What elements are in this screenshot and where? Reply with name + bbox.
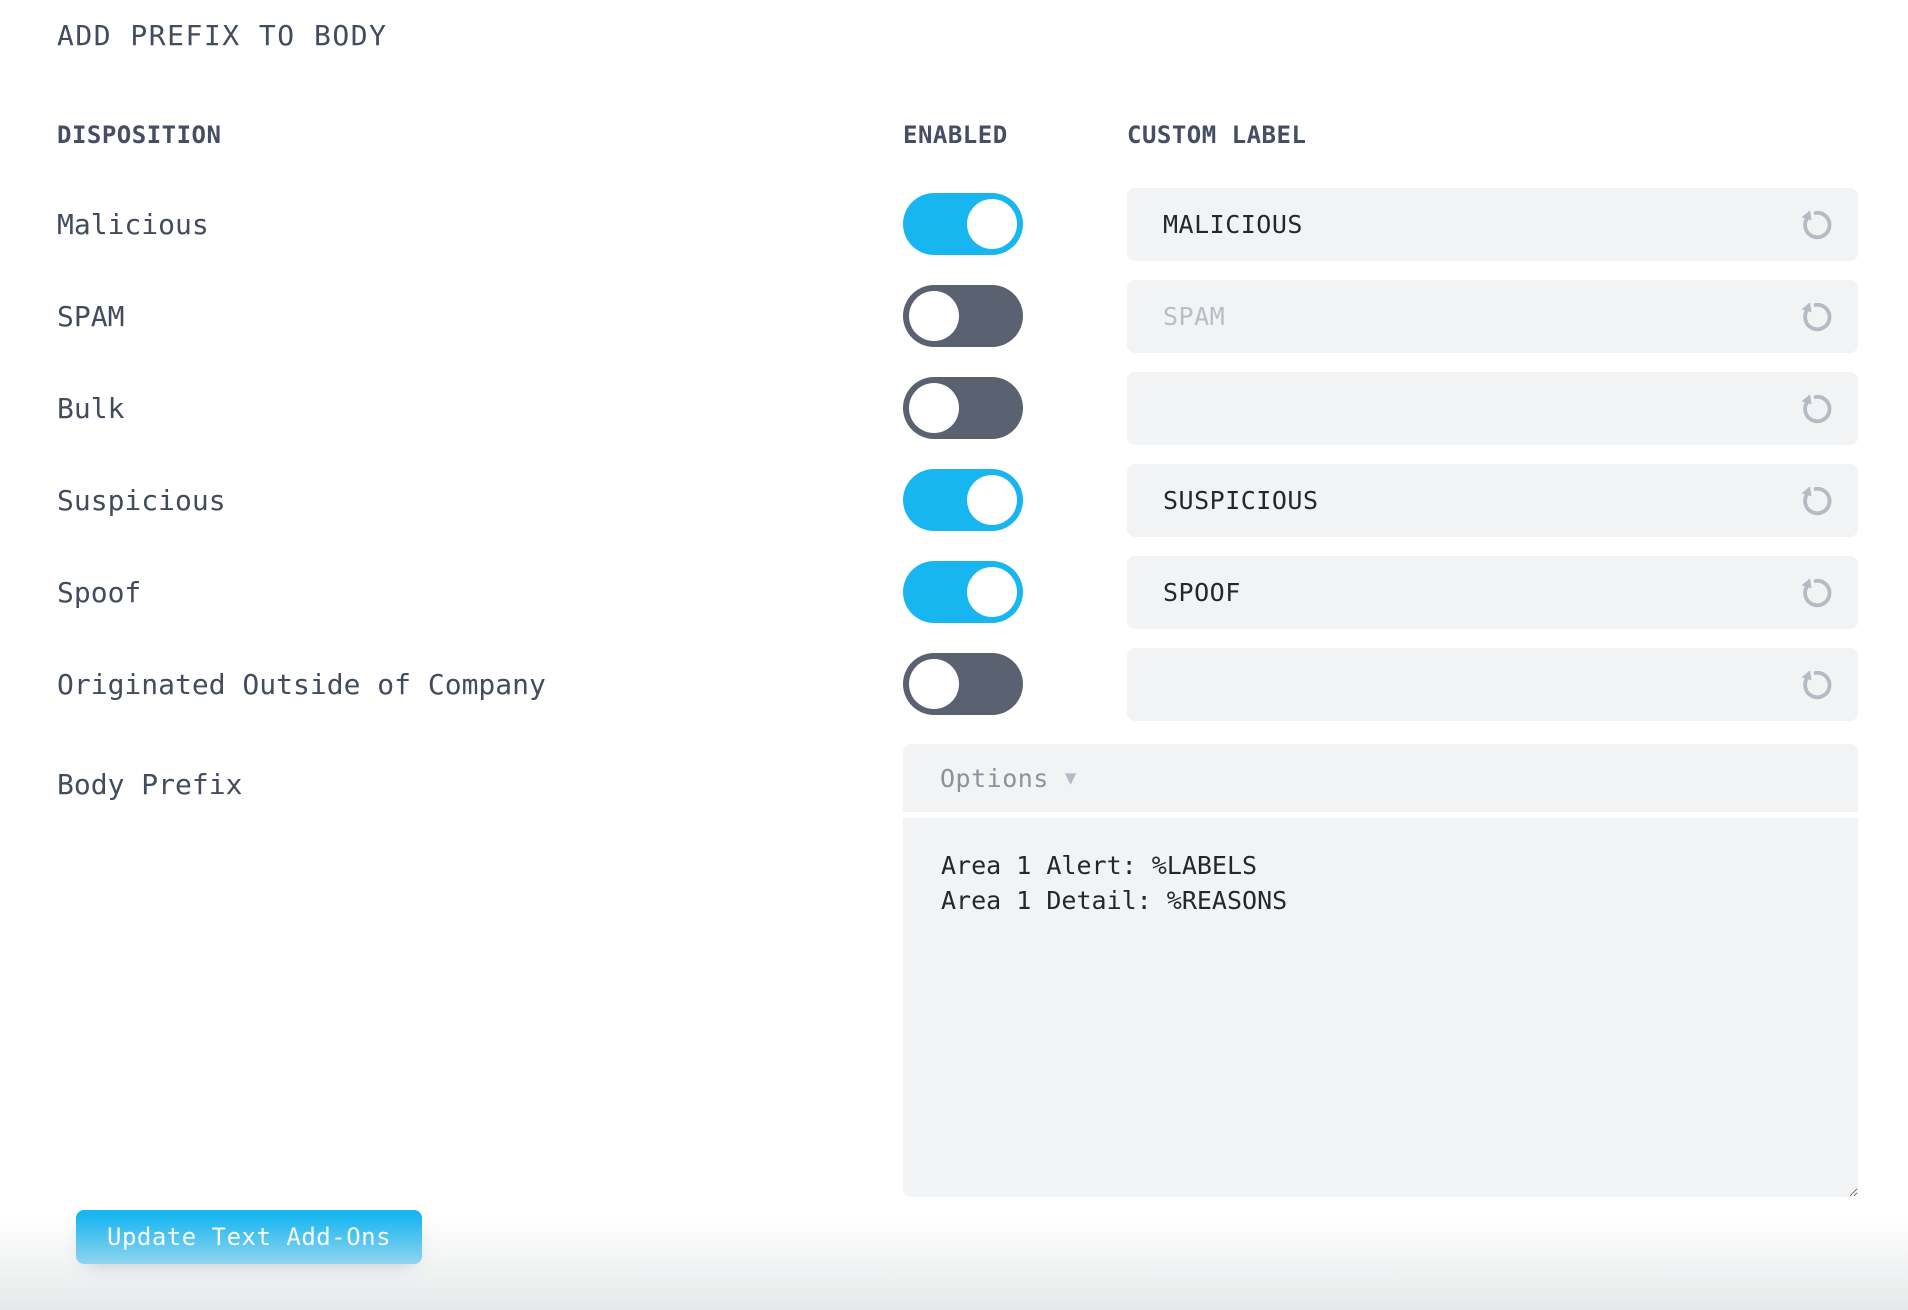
table-header-row: DISPOSITION ENABLED CUSTOM LABEL xyxy=(57,120,1858,178)
options-dropdown-label: Options xyxy=(940,763,1049,793)
reset-icon xyxy=(1801,302,1832,332)
options-dropdown[interactable]: Options ▼ xyxy=(903,744,1858,812)
custom-label-field xyxy=(1127,647,1858,721)
enabled-toggle-bulk[interactable] xyxy=(903,377,1023,439)
reset-icon xyxy=(1801,210,1832,240)
body-prefix-editor: Options ▼ Area 1 Alert: %LABELS Area 1 D… xyxy=(903,744,1858,1197)
enabled-toggle-suspicious[interactable] xyxy=(903,469,1023,531)
custom-label-field xyxy=(1127,279,1858,353)
disposition-table: DISPOSITION ENABLED CUSTOM LABEL Malicio… xyxy=(57,120,1858,1197)
table-row-bulk: Bulk xyxy=(57,362,1858,454)
column-header-enabled: ENABLED xyxy=(903,121,1008,149)
reset-icon xyxy=(1801,578,1832,608)
custom-label-field xyxy=(1127,187,1858,261)
disposition-label: SPAM xyxy=(57,299,125,333)
reset-button[interactable] xyxy=(1794,570,1838,614)
table-row-originated-outside: Originated Outside of Company xyxy=(57,638,1858,730)
reset-button[interactable] xyxy=(1794,662,1838,706)
enabled-toggle-spoof[interactable] xyxy=(903,561,1023,623)
body-prefix-row: Body Prefix Options ▼ Area 1 Alert: %LAB… xyxy=(57,744,1858,1197)
reset-button[interactable] xyxy=(1794,202,1838,246)
reset-button[interactable] xyxy=(1794,386,1838,430)
custom-label-input-suspicious[interactable] xyxy=(1127,463,1858,537)
disposition-label: Suspicious xyxy=(57,483,226,517)
reset-icon xyxy=(1801,670,1832,700)
reset-button[interactable] xyxy=(1794,294,1838,338)
enabled-toggle-malicious[interactable] xyxy=(903,193,1023,255)
disposition-label: Spoof xyxy=(57,575,142,609)
column-header-custom-label: CUSTOM LABEL xyxy=(1127,121,1307,149)
custom-label-field xyxy=(1127,371,1858,445)
reset-icon xyxy=(1801,486,1832,516)
enabled-toggle-spam[interactable] xyxy=(903,285,1023,347)
toggle-knob xyxy=(909,291,959,341)
custom-label-input-spoof[interactable] xyxy=(1127,555,1858,629)
table-row-spoof: Spoof xyxy=(57,546,1858,638)
column-header-disposition: DISPOSITION xyxy=(57,121,222,149)
toggle-knob xyxy=(909,383,959,433)
page-title: ADD PREFIX TO BODY xyxy=(57,19,388,52)
enabled-toggle-originated-outside[interactable] xyxy=(903,653,1023,715)
disposition-label: Malicious xyxy=(57,207,209,241)
table-row-spam: SPAM xyxy=(57,270,1858,362)
disposition-label: Bulk xyxy=(57,391,125,425)
custom-label-input-bulk[interactable] xyxy=(1127,371,1858,445)
body-prefix-textarea[interactable]: Area 1 Alert: %LABELS Area 1 Detail: %RE… xyxy=(903,818,1858,1197)
table-row-suspicious: Suspicious xyxy=(57,454,1858,546)
reset-icon xyxy=(1801,394,1832,424)
toggle-knob xyxy=(909,659,959,709)
toggle-knob xyxy=(967,199,1017,249)
reset-button[interactable] xyxy=(1794,478,1838,522)
disposition-label: Originated Outside of Company xyxy=(57,667,546,701)
settings-content: ADD PREFIX TO BODY DISPOSITION ENABLED C… xyxy=(57,19,1858,1264)
toggle-knob xyxy=(967,475,1017,525)
custom-label-input-originated-outside[interactable] xyxy=(1127,647,1858,721)
custom-label-input-malicious[interactable] xyxy=(1127,187,1858,261)
custom-label-input-spam[interactable] xyxy=(1127,279,1858,353)
custom-label-field xyxy=(1127,555,1858,629)
table-row-malicious: Malicious xyxy=(57,178,1858,270)
update-text-addons-button[interactable]: Update Text Add-Ons xyxy=(76,1210,423,1264)
custom-label-field xyxy=(1127,463,1858,537)
toggle-knob xyxy=(967,567,1017,617)
body-prefix-label: Body Prefix xyxy=(57,768,243,801)
chevron-down-icon: ▼ xyxy=(1064,766,1077,789)
